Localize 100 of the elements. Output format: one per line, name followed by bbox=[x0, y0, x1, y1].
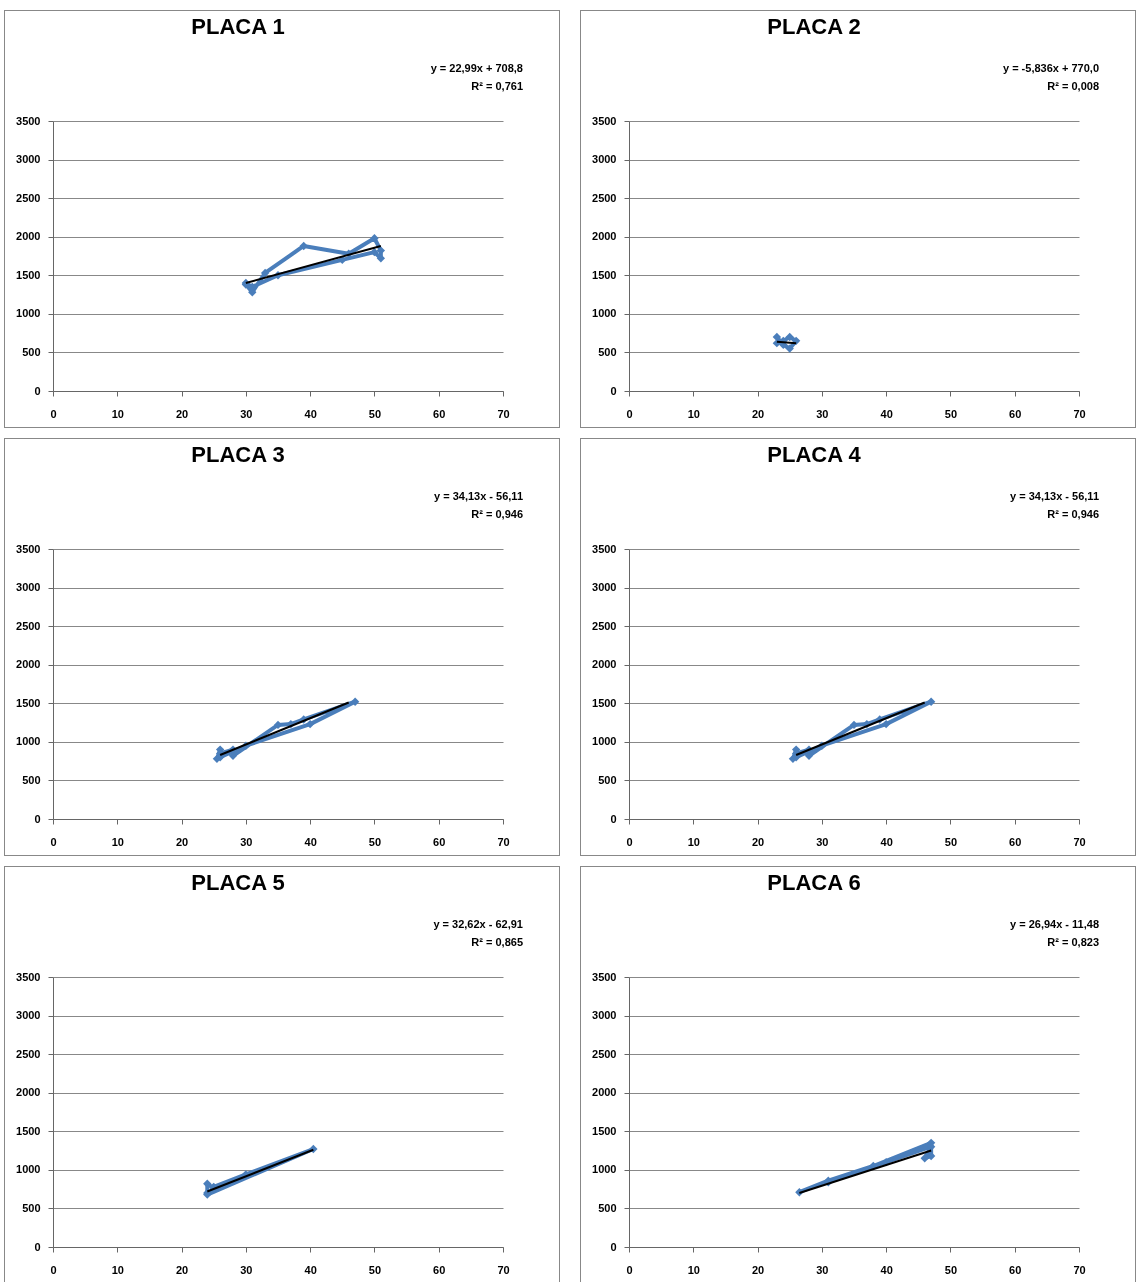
x-tick-label: 0 bbox=[50, 1263, 57, 1276]
x-tick-label: 20 bbox=[751, 1263, 765, 1276]
x-tick-label: 50 bbox=[368, 407, 382, 420]
x-tick-label: 20 bbox=[175, 407, 189, 420]
y-tick-label: 500 bbox=[22, 773, 41, 786]
chart-title: PLACA 6 bbox=[767, 870, 861, 895]
x-tick-label: 20 bbox=[175, 1263, 189, 1276]
y-tick-label: 2000 bbox=[592, 1086, 617, 1099]
x-tick-label: 70 bbox=[497, 407, 510, 420]
x-tick-label: 20 bbox=[751, 835, 765, 848]
y-tick-label: 0 bbox=[34, 1240, 41, 1253]
chart-title: PLACA 2 bbox=[767, 14, 861, 39]
x-tick-label: 0 bbox=[50, 835, 57, 848]
x-tick-label: 60 bbox=[433, 835, 446, 848]
y-tick-label: 3000 bbox=[592, 1009, 617, 1022]
y-tick-label: 1000 bbox=[16, 307, 41, 320]
y-tick-label: 500 bbox=[22, 345, 41, 358]
text: y = 32,62x - 62,91 bbox=[433, 918, 523, 930]
x-tick-label: 40 bbox=[304, 1263, 317, 1276]
y-tick-label: 1500 bbox=[592, 696, 617, 709]
y-tick-label: 3000 bbox=[16, 581, 41, 594]
chart-title: PLACA 4 bbox=[767, 442, 862, 467]
y-tick-label: 3000 bbox=[592, 153, 617, 166]
x-tick-label: 40 bbox=[880, 1263, 893, 1276]
y-tick-label: 1000 bbox=[592, 735, 617, 748]
x-tick-label: 70 bbox=[497, 1263, 510, 1276]
y-tick-label: 2500 bbox=[592, 1047, 617, 1060]
y-tick-label: 1500 bbox=[16, 696, 41, 709]
x-tick-label: 40 bbox=[304, 835, 317, 848]
x-tick-label: 0 bbox=[50, 407, 57, 420]
y-tick-label: 3500 bbox=[592, 114, 617, 127]
x-tick-label: 70 bbox=[497, 835, 510, 848]
chart-title: PLACA 5 bbox=[191, 870, 285, 895]
x-tick-label: 10 bbox=[111, 407, 124, 420]
y-tick-label: 2500 bbox=[592, 619, 617, 632]
chart-title: PLACA 3 bbox=[191, 442, 285, 467]
y-tick-label: 2500 bbox=[592, 191, 617, 204]
x-tick-label: 0 bbox=[626, 407, 633, 420]
y-tick-label: 2000 bbox=[16, 658, 41, 671]
y-tick-label: 3000 bbox=[16, 1009, 41, 1022]
y-tick-label: 0 bbox=[34, 384, 41, 397]
x-tick-label: 40 bbox=[880, 407, 893, 420]
y-tick-label: 1500 bbox=[592, 268, 617, 281]
x-tick-label: 10 bbox=[111, 835, 124, 848]
x-tick-label: 50 bbox=[368, 1263, 382, 1276]
x-tick-label: 50 bbox=[944, 407, 958, 420]
y-tick-label: 3500 bbox=[16, 970, 41, 983]
x-tick-label: 30 bbox=[816, 835, 829, 848]
x-tick-label: 60 bbox=[1009, 407, 1022, 420]
x-tick-label: 70 bbox=[1073, 407, 1086, 420]
x-tick-label: 50 bbox=[368, 835, 382, 848]
y-tick-label: 0 bbox=[34, 812, 41, 825]
text: R² = 0,761 bbox=[471, 80, 523, 92]
y-tick-label: 2500 bbox=[16, 619, 41, 632]
x-tick-label: 70 bbox=[1073, 835, 1086, 848]
chart-title: PLACA 1 bbox=[191, 14, 285, 39]
text: R² = 0,946 bbox=[471, 508, 523, 520]
x-tick-label: 10 bbox=[687, 835, 700, 848]
text: R² = 0,865 bbox=[471, 936, 523, 948]
text: R² = 0,008 bbox=[1047, 80, 1099, 92]
text: y = 22,99x + 708,8 bbox=[430, 62, 523, 74]
y-tick-label: 1000 bbox=[16, 735, 41, 748]
x-tick-label: 10 bbox=[687, 1263, 700, 1276]
y-tick-label: 3500 bbox=[16, 114, 41, 127]
y-tick-label: 0 bbox=[610, 384, 617, 397]
y-tick-label: 2000 bbox=[592, 658, 617, 671]
x-tick-label: 30 bbox=[816, 407, 829, 420]
y-tick-label: 1000 bbox=[592, 1163, 617, 1176]
y-tick-label: 3500 bbox=[592, 542, 617, 555]
y-tick-label: 1000 bbox=[16, 1163, 41, 1176]
x-tick-label: 50 bbox=[944, 1263, 958, 1276]
y-tick-label: 3500 bbox=[592, 970, 617, 983]
x-tick-label: 20 bbox=[175, 835, 189, 848]
x-tick-label: 50 bbox=[944, 835, 958, 848]
x-tick-label: 0 bbox=[626, 835, 633, 848]
y-tick-label: 2000 bbox=[592, 230, 617, 243]
x-tick-label: 30 bbox=[816, 1263, 829, 1276]
y-tick-label: 500 bbox=[598, 773, 617, 786]
y-tick-label: 2000 bbox=[16, 230, 41, 243]
x-tick-label: 20 bbox=[751, 407, 765, 420]
text: R² = 0,823 bbox=[1047, 936, 1099, 948]
y-tick-label: 1500 bbox=[16, 268, 41, 281]
y-tick-label: 500 bbox=[22, 1201, 41, 1214]
y-tick-label: 1500 bbox=[592, 1124, 617, 1137]
y-tick-label: 1000 bbox=[592, 307, 617, 320]
text: y = 34,13x - 56,11 bbox=[434, 490, 523, 502]
x-tick-label: 30 bbox=[240, 1263, 253, 1276]
x-tick-label: 70 bbox=[1073, 1263, 1086, 1276]
x-tick-label: 40 bbox=[304, 407, 317, 420]
x-tick-label: 30 bbox=[240, 835, 253, 848]
y-tick-label: 2500 bbox=[16, 191, 41, 204]
x-tick-label: 60 bbox=[433, 1263, 446, 1276]
y-tick-label: 2500 bbox=[16, 1047, 41, 1060]
x-tick-label: 60 bbox=[1009, 1263, 1022, 1276]
text: R² = 0,946 bbox=[1047, 508, 1099, 520]
y-tick-label: 2000 bbox=[16, 1086, 41, 1099]
x-tick-label: 60 bbox=[1009, 835, 1022, 848]
x-tick-label: 10 bbox=[111, 1263, 124, 1276]
text: y = 26,94x - 11,48 bbox=[1010, 918, 1099, 930]
text: y = -5,836x + 770,0 bbox=[1002, 62, 1099, 74]
